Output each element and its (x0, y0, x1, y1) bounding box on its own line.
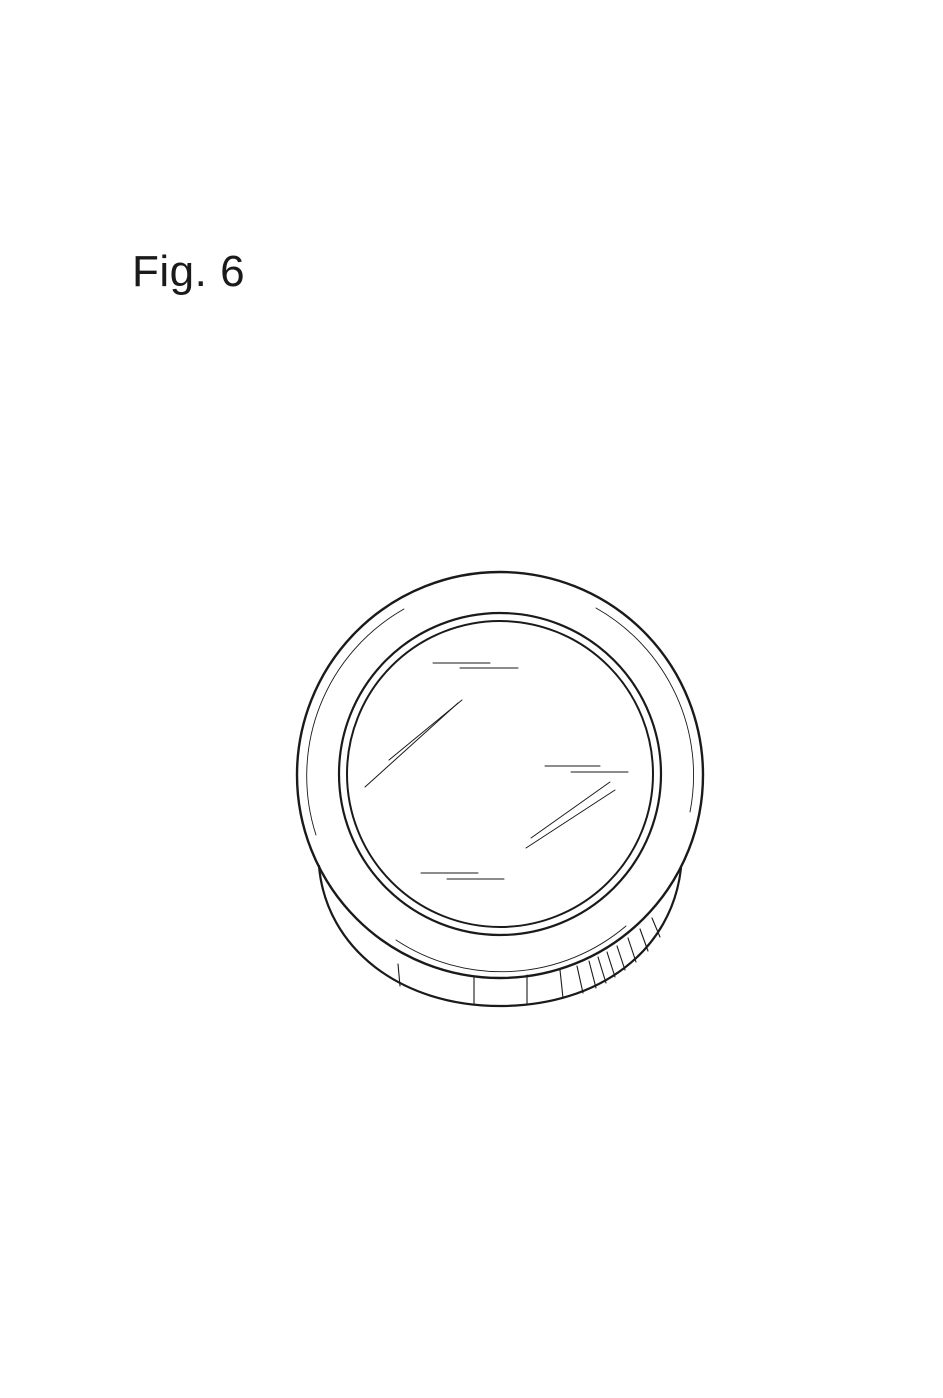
reflection-lines (365, 663, 628, 879)
inner-window-inner-edge (347, 621, 653, 927)
rim-shading-line-right (596, 608, 694, 812)
inner-window-outer-edge (339, 613, 661, 935)
outer-rim (297, 572, 703, 978)
